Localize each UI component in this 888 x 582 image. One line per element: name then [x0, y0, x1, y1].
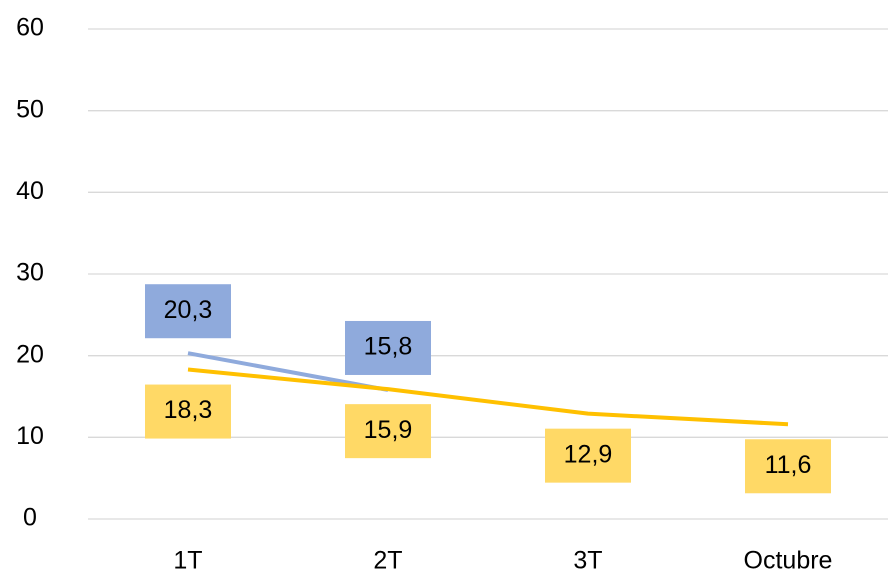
value-label: 20,3 [164, 296, 213, 324]
value-label: 15,9 [364, 416, 413, 444]
x-tick-label: Octubre [744, 547, 833, 575]
value-label: 15,8 [364, 333, 413, 361]
value-label: 11,6 [765, 451, 812, 479]
value-label-box [345, 404, 431, 459]
x-tick-label: 1T [173, 547, 202, 575]
y-tick-label: 60 [16, 14, 44, 42]
value-label-box [145, 384, 231, 439]
x-tick-label: 2T [373, 547, 402, 575]
y-tick-label: 40 [16, 177, 44, 205]
value-label: 12,9 [564, 440, 613, 468]
y-tick-label: 20 [16, 340, 44, 368]
y-tick-label: 10 [16, 422, 44, 450]
series-line [187, 367, 789, 427]
y-tick-label: 50 [16, 95, 44, 123]
value-label-box [545, 428, 631, 483]
value-label-box [745, 439, 831, 494]
value-label-box [145, 284, 231, 339]
y-tick-label: 0 [23, 504, 37, 532]
series-line [187, 351, 389, 392]
value-label: 18,3 [164, 396, 213, 424]
x-tick-label: 3T [573, 547, 602, 575]
value-label-box [345, 320, 431, 375]
y-tick-label: 30 [16, 259, 44, 287]
